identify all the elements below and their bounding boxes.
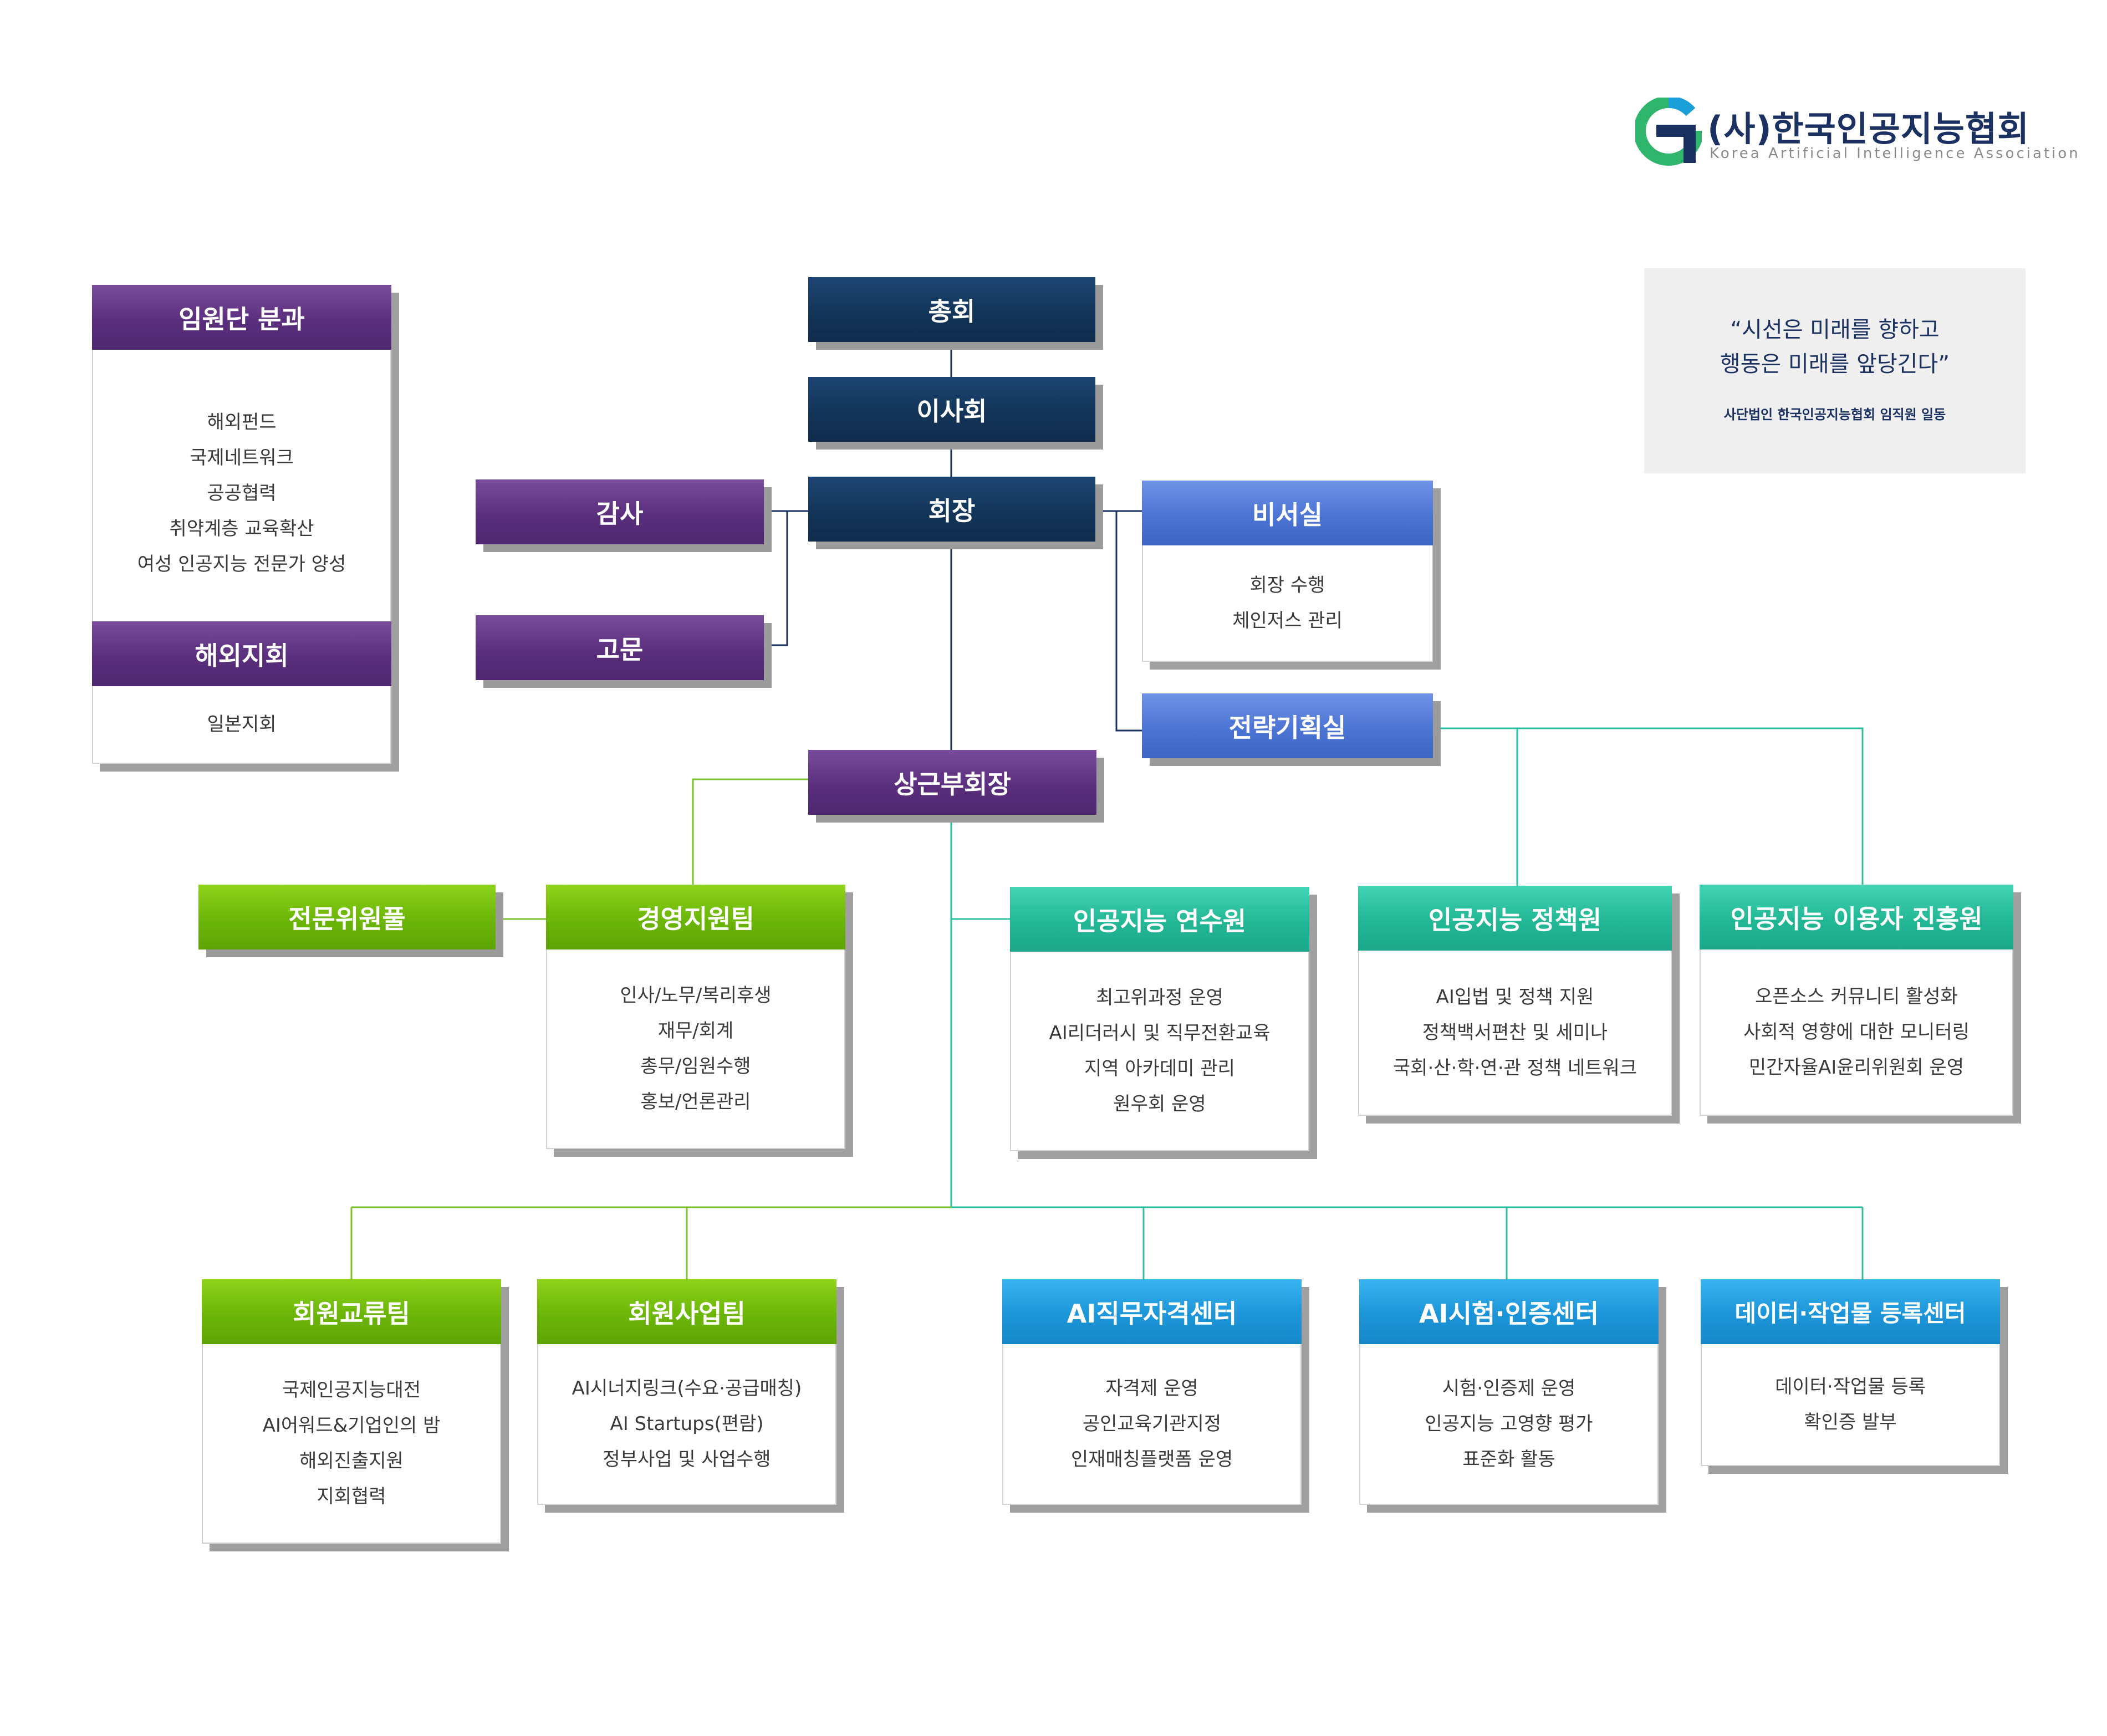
management-support-card: 경영지원팀 인사/노무/복리후생 재무/회계 총무/임원수행 홍보/언론관리 [546, 885, 845, 1149]
member-exchange-list: 국제인공지능대전 AI어워드&기업인의 밤 해외진출지원 지회협력 [202, 1344, 501, 1544]
motto-line-1: “시선은 미래를 향하고 [1730, 317, 1940, 343]
list-item: 회장 수행 [1249, 574, 1325, 596]
list-item: 국제네트워크 [190, 447, 294, 469]
standing-vp-box: 상근부회장 [808, 750, 1096, 815]
list-item: 재무/회계 [657, 1020, 734, 1042]
ai-training-institute-list: 최고위과정 운영 AI리더러시 및 직무전환교육 지역 아카데미 관리 원우회 … [1010, 952, 1309, 1151]
executive-committee-list: 해외펀드 국제네트워크 공공협력 취약계층 교육확산 여성 인공지능 전문가 양… [92, 350, 391, 638]
association-logo: (사)한국인공지능협회 Korea Artificial Intelligenc… [1635, 94, 2078, 172]
logo-title: (사)한국인공지능협회 [1707, 109, 2030, 149]
list-item: 홍보/언론관리 [640, 1091, 751, 1113]
list-item: 자격제 운영 [1105, 1377, 1198, 1400]
ai-test-cert-list: 시험·인증제 운영 인공지능 고영향 평가 표준화 활동 [1359, 1344, 1659, 1505]
ai-policy-institute-card: 인공지능 정책원 AI입법 및 정책 지원 정책백서편찬 및 세미나 국회·산·… [1358, 886, 1672, 1116]
ai-job-cert-title: AI직무자격센터 [1002, 1279, 1302, 1344]
member-exchange-title: 회원교류팀 [202, 1279, 501, 1344]
list-item: 표준화 활동 [1462, 1448, 1555, 1471]
line-strategy-policy [1433, 727, 1864, 885]
secretariat-title: 비서실 [1142, 481, 1433, 545]
data-registry-card: 데이터·작업물 등록센터 데이터·작업물 등록 확인증 발부 [1701, 1279, 2000, 1466]
member-business-list: AI시너지링크(수요·공급매칭) AI Startups(편람) 정부사업 및 … [537, 1344, 836, 1505]
management-support-list: 인사/노무/복리후생 재무/회계 총무/임원수행 홍보/언론관리 [546, 949, 845, 1149]
logo-subtitle: Korea Artificial Intelligence Associatio… [1710, 145, 2080, 162]
list-item: 국회·산·학·연·관 정책 네트워크 [1392, 1057, 1637, 1079]
ai-test-cert-title: AI시험·인증센터 [1359, 1279, 1659, 1344]
ai-test-cert-card: AI시험·인증센터 시험·인증제 운영 인공지능 고영향 평가 표준화 활동 [1359, 1279, 1659, 1505]
motto-box: “시선은 미래를 향하고 행동은 미래를 앞당긴다” 사단법인 한국인공지능협회… [1644, 268, 2026, 473]
list-item: AI리더러시 및 직무전환교육 [1049, 1022, 1271, 1044]
member-business-title: 회원사업팀 [537, 1279, 836, 1344]
general-meeting-box: 총회 [808, 277, 1095, 342]
member-business-card: 회원사업팀 AI시너지링크(수요·공급매칭) AI Startups(편람) 정… [537, 1279, 836, 1505]
logo-mark-icon [1635, 98, 1702, 166]
list-item: 정책백서편찬 및 세미나 [1422, 1022, 1608, 1044]
executive-committee-card: 임원단 분과 해외펀드 국제네트워크 공공협력 취약계층 교육확산 여성 인공지… [92, 285, 391, 638]
expert-pool-box: 전문위원풀 [198, 885, 496, 949]
list-item: 지회협력 [317, 1485, 386, 1508]
strategy-office-box: 전략기획실 [1142, 693, 1433, 758]
data-registry-list: 데이터·작업물 등록 확인증 발부 [1701, 1344, 2000, 1466]
list-item: 사회적 영향에 대한 모니터링 [1743, 1021, 1970, 1043]
list-item: 국제인공지능대전 [282, 1379, 421, 1401]
line-advisor-president [764, 511, 788, 646]
line-vp-management [692, 778, 808, 885]
overseas-branch-list: 일본지회 [92, 686, 391, 764]
ai-user-promotion-list: 오픈소스 커뮤니티 활성화 사회적 영향에 대한 모니터링 민간자율AI윤리위원… [1700, 949, 2013, 1116]
list-item: 데이터·작업물 등록 [1775, 1376, 1926, 1398]
ai-policy-institute-list: AI입법 및 정책 지원 정책백서편찬 및 세미나 국회·산·학·연·관 정책 … [1358, 951, 1672, 1116]
motto-author: 사단법인 한국인공지능협회 임직원 일동 [1723, 407, 1946, 422]
ai-user-promotion-card: 인공지능 이용자 진흥원 오픈소스 커뮤니티 활성화 사회적 영향에 대한 모니… [1700, 885, 2013, 1116]
list-item: 해외펀드 [207, 411, 277, 433]
list-item: 공공협력 [207, 482, 277, 504]
list-item: 해외진출지원 [299, 1450, 404, 1472]
member-exchange-card: 회원교류팀 국제인공지능대전 AI어워드&기업인의 밤 해외진출지원 지회협력 [202, 1279, 501, 1544]
audit-box: 감사 [476, 479, 764, 544]
ai-policy-institute-title: 인공지능 정책원 [1358, 886, 1672, 951]
list-item: 확인증 발부 [1804, 1411, 1897, 1433]
motto-line-2: 행동은 미래를 앞당긴다” [1720, 351, 1950, 377]
ai-training-institute-title: 인공지능 연수원 [1010, 887, 1309, 952]
list-item: 공인교육기관지정 [1082, 1413, 1222, 1435]
line-president-strategy [1115, 511, 1142, 732]
president-box: 회장 [808, 477, 1095, 542]
secretariat-list: 회장 수행 체인저스 관리 [1142, 545, 1433, 662]
ai-user-promotion-title: 인공지능 이용자 진흥원 [1700, 885, 2013, 949]
advisor-box: 고문 [476, 615, 764, 680]
list-item: AI어워드&기업인의 밤 [262, 1415, 441, 1437]
data-registry-title: 데이터·작업물 등록센터 [1701, 1279, 2000, 1344]
list-item: AI입법 및 정책 지원 [1436, 986, 1594, 1008]
board-box: 이사회 [808, 377, 1095, 442]
overseas-branch-card: 해외지회 일본지회 [92, 621, 391, 764]
list-item: 일본지회 [207, 713, 277, 736]
list-item: 인사/노무/복리후생 [620, 984, 772, 1007]
list-item: 오픈소스 커뮤니티 활성화 [1755, 986, 1958, 1008]
list-item: 취약계층 교육확산 [169, 518, 314, 540]
list-item: 총무/임원수행 [640, 1055, 751, 1078]
list-item: 인공지능 고영향 평가 [1425, 1413, 1593, 1435]
executive-committee-title: 임원단 분과 [92, 285, 391, 350]
list-item: AI Startups(편람) [610, 1413, 764, 1435]
list-item: 시험·인증제 운영 [1442, 1377, 1576, 1400]
list-item: AI시너지링크(수요·공급매칭) [572, 1377, 802, 1400]
list-item: 여성 인공지능 전문가 양성 [137, 553, 346, 575]
list-item: 체인저스 관리 [1232, 610, 1343, 632]
list-item: 지역 아카데미 관리 [1084, 1058, 1235, 1080]
secretariat-card: 비서실 회장 수행 체인저스 관리 [1142, 481, 1433, 662]
ai-job-cert-list: 자격제 운영 공인교육기관지정 인재매칭플랫폼 운영 [1002, 1344, 1302, 1505]
list-item: 인재매칭플랫폼 운영 [1070, 1448, 1233, 1471]
overseas-branch-title: 해외지회 [92, 621, 391, 686]
ai-training-institute-card: 인공지능 연수원 최고위과정 운영 AI리더러시 및 직무전환교육 지역 아카데… [1010, 887, 1309, 1151]
list-item: 원우회 운영 [1113, 1093, 1206, 1115]
ai-job-cert-card: AI직무자격센터 자격제 운영 공인교육기관지정 인재매칭플랫폼 운영 [1002, 1279, 1302, 1505]
management-support-title: 경영지원팀 [546, 885, 845, 949]
list-item: 정부사업 및 사업수행 [603, 1448, 771, 1471]
list-item: 최고위과정 운영 [1096, 987, 1223, 1009]
list-item: 민간자율AI윤리위원회 운영 [1748, 1056, 1965, 1079]
